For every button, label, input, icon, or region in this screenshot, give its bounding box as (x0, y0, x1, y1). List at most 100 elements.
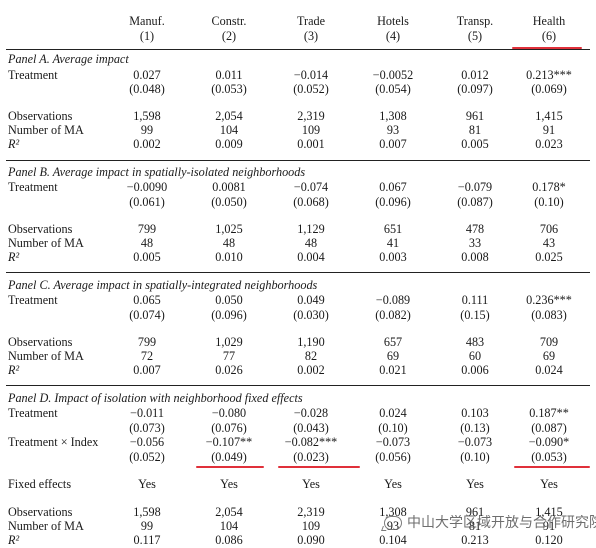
row-label: R² (8, 250, 20, 264)
value-cell: Yes (302, 477, 320, 491)
panel-d-title: Panel D. Impact of isolation with neighb… (8, 391, 303, 405)
col-header-name: Manuf. (129, 14, 165, 28)
se-cell: (0.087) (457, 195, 493, 209)
row-label: Number of MA (8, 236, 84, 250)
table-row: R² 0.007 0.026 0.002 0.021 0.006 0.024 (0, 363, 596, 378)
se-cell: (0.053) (531, 450, 567, 464)
table-row: R² 0.117 0.086 0.090 0.104 0.213 0.120 (0, 533, 596, 548)
col-header-num: (6) (541, 29, 557, 43)
se-cell: (0.083) (531, 308, 567, 322)
value-cell: 0.025 (535, 250, 563, 264)
row-label: Number of MA (8, 519, 84, 533)
value-cell: 0.090 (297, 533, 325, 547)
value-cell: 1,025 (215, 222, 243, 236)
table-row: Treatment 0.065 0.050 0.049 −0.089 0.111… (0, 293, 596, 308)
value-cell: 0.026 (215, 363, 243, 377)
value-cell: 0.006 (461, 363, 489, 377)
value-cell: 709 (539, 335, 559, 349)
value-cell: 2,054 (215, 109, 243, 123)
value-cell: 1,308 (379, 109, 407, 123)
se-cell: (0.10) (460, 450, 490, 464)
coef-cell: −0.011 (130, 406, 164, 420)
row-label: R² (8, 137, 20, 151)
table-row: (0.074) (0.096) (0.030) (0.082) (0.15) (… (0, 308, 596, 323)
value-cell: Yes (138, 477, 156, 491)
coef-cell: 0.011 (215, 68, 243, 82)
health-interaction-highlight (514, 466, 590, 468)
coef-cell: −0.056 (129, 435, 165, 449)
se-cell: (0.043) (293, 421, 329, 435)
se-cell: (0.023) (293, 450, 329, 464)
coef-cell: −0.074 (293, 180, 329, 194)
col-header-num: (5) (467, 29, 483, 43)
table-row: Observations 1,598 2,054 2,319 1,308 961… (0, 505, 596, 520)
value-cell: 0.004 (297, 250, 325, 264)
table-row: Fixed effects Yes Yes Yes Yes Yes Yes (0, 477, 596, 492)
constr-interaction-highlight (196, 466, 264, 468)
health-header-highlight (512, 47, 582, 49)
col-header-name: Transp. (456, 14, 494, 28)
coef-cell: 0.027 (133, 68, 161, 82)
panel-rule (6, 385, 590, 386)
value-cell: 77 (222, 349, 236, 363)
value-cell: 961 (465, 505, 485, 519)
value-cell: 82 (304, 349, 318, 363)
value-cell: 0.213 (461, 533, 489, 547)
table-row: (0.061) (0.050) (0.068) (0.096) (0.087) … (0, 195, 596, 210)
col-header-num: (4) (385, 29, 401, 43)
col-header-name: Hotels (377, 14, 409, 28)
value-cell: 0.086 (215, 533, 243, 547)
se-cell: (0.052) (129, 450, 165, 464)
coef-cell: 0.065 (133, 293, 161, 307)
col-header-num: (2) (221, 29, 237, 43)
value-cell: 1,598 (133, 505, 161, 519)
panel-b-title: Panel B. Average impact in spatially-iso… (8, 165, 306, 179)
row-label: Observations (8, 335, 73, 349)
value-cell: 81 (468, 123, 482, 137)
panel-c-title: Panel C. Average impact in spatially-int… (8, 278, 318, 292)
value-cell: 91 (542, 123, 556, 137)
se-cell: (0.053) (211, 82, 247, 96)
col-header-name: Constr. (211, 14, 247, 28)
value-cell: 0.021 (379, 363, 407, 377)
value-cell: 81 (468, 519, 482, 533)
value-cell: 48 (304, 236, 318, 250)
se-cell: (0.030) (293, 308, 329, 322)
value-cell: 0.024 (535, 363, 563, 377)
table-row: R² 0.005 0.010 0.004 0.003 0.008 0.025 (0, 250, 596, 265)
se-cell: (0.052) (293, 82, 329, 96)
se-cell: (0.076) (211, 421, 247, 435)
value-cell: 0.002 (133, 137, 161, 151)
value-cell: 2,319 (297, 109, 325, 123)
col-header-num: (1) (139, 29, 155, 43)
value-cell: Yes (384, 477, 402, 491)
value-cell: 109 (301, 123, 321, 137)
value-cell: 33 (468, 236, 482, 250)
value-cell: 0.009 (215, 137, 243, 151)
coef-cell: −0.073 (375, 435, 411, 449)
value-cell: 1,129 (297, 222, 325, 236)
coef-cell: −0.089 (375, 293, 411, 307)
table-row: Treatment −0.011 −0.080 −0.028 0.024 0.1… (0, 406, 596, 421)
column-names-row: Manuf. Constr. Trade Hotels Transp. Heal… (0, 14, 596, 29)
table-row: Number of MA 99 104 109 93 81 91 (0, 123, 596, 138)
value-cell: 961 (465, 109, 485, 123)
panel-rule (6, 160, 590, 161)
value-cell: 0.104 (379, 533, 407, 547)
value-cell: 1,598 (133, 109, 161, 123)
col-header-num: (3) (303, 29, 319, 43)
table-row: Treatment −0.0090 0.0081 −0.074 0.067 −0… (0, 180, 596, 195)
value-cell: 1,029 (215, 335, 243, 349)
row-label: Number of MA (8, 123, 84, 137)
trade-interaction-highlight (278, 466, 360, 468)
value-cell: 799 (137, 335, 157, 349)
coef-cell: −0.014 (293, 68, 329, 82)
watermark: 中山大学区域开放与合作研究院 (384, 512, 596, 532)
se-cell: (0.10) (378, 421, 408, 435)
value-cell: 483 (465, 335, 485, 349)
value-cell: 1,308 (379, 505, 407, 519)
table-row: Number of MA 48 48 48 41 33 43 (0, 236, 596, 251)
se-cell: (0.13) (460, 421, 490, 435)
value-cell: 0.003 (379, 250, 407, 264)
value-cell: 0.120 (535, 533, 563, 547)
